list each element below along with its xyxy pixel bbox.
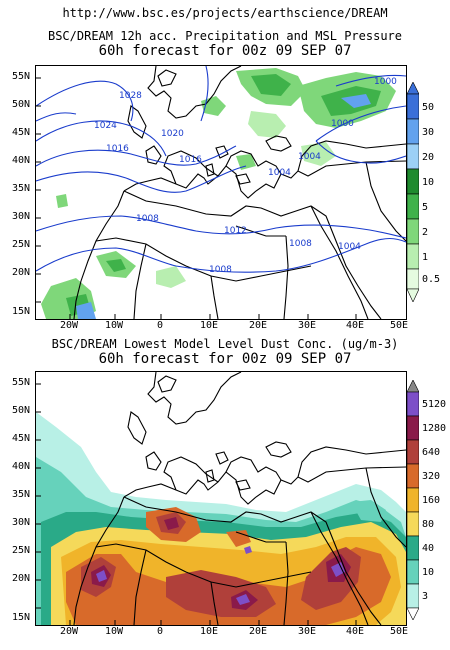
svg-text:1008: 1008 (209, 265, 232, 275)
isobar-labels: 1028 1024 1020 1016 1016 1008 1012 1008 … (94, 77, 397, 275)
svg-text:1004: 1004 (298, 152, 321, 162)
svg-text:1020: 1020 (161, 129, 184, 139)
grid-ticks (36, 77, 357, 319)
grid-ticks-2 (36, 383, 357, 625)
panel2-title: BSC/DREAM Lowest Model Level Dust Conc. … (51, 337, 399, 351)
svg-text:1004: 1004 (338, 242, 361, 252)
panel1-subtitle: 60h forecast for 00z 09 SEP 07 (98, 43, 352, 59)
svg-text:1024: 1024 (94, 121, 117, 131)
panel1-title: BSC/DREAM 12h acc. Precipitation and MSL… (47, 29, 402, 43)
svg-text:1016: 1016 (179, 155, 202, 165)
dust-map (35, 371, 407, 626)
svg-text:1000: 1000 (374, 77, 397, 87)
precipitation-map: 1028 1024 1020 1016 1016 1008 1012 1008 … (35, 65, 407, 320)
svg-text:1004: 1004 (268, 168, 291, 178)
panel2-subtitle: 60h forecast for 00z 09 SEP 07 (98, 351, 352, 367)
svg-text:1008: 1008 (289, 239, 312, 249)
svg-text:1000: 1000 (331, 119, 354, 129)
coastlines (73, 66, 406, 319)
source-url: http://www.bsc.es/projects/earthscience/… (62, 6, 388, 20)
svg-text:1016: 1016 (106, 144, 129, 154)
precip-fields (41, 68, 396, 319)
svg-text:1012: 1012 (224, 226, 247, 236)
coastlines-2 (73, 372, 406, 625)
isobars (36, 66, 406, 273)
svg-text:1028: 1028 (119, 91, 142, 101)
svg-text:1008: 1008 (136, 214, 159, 224)
